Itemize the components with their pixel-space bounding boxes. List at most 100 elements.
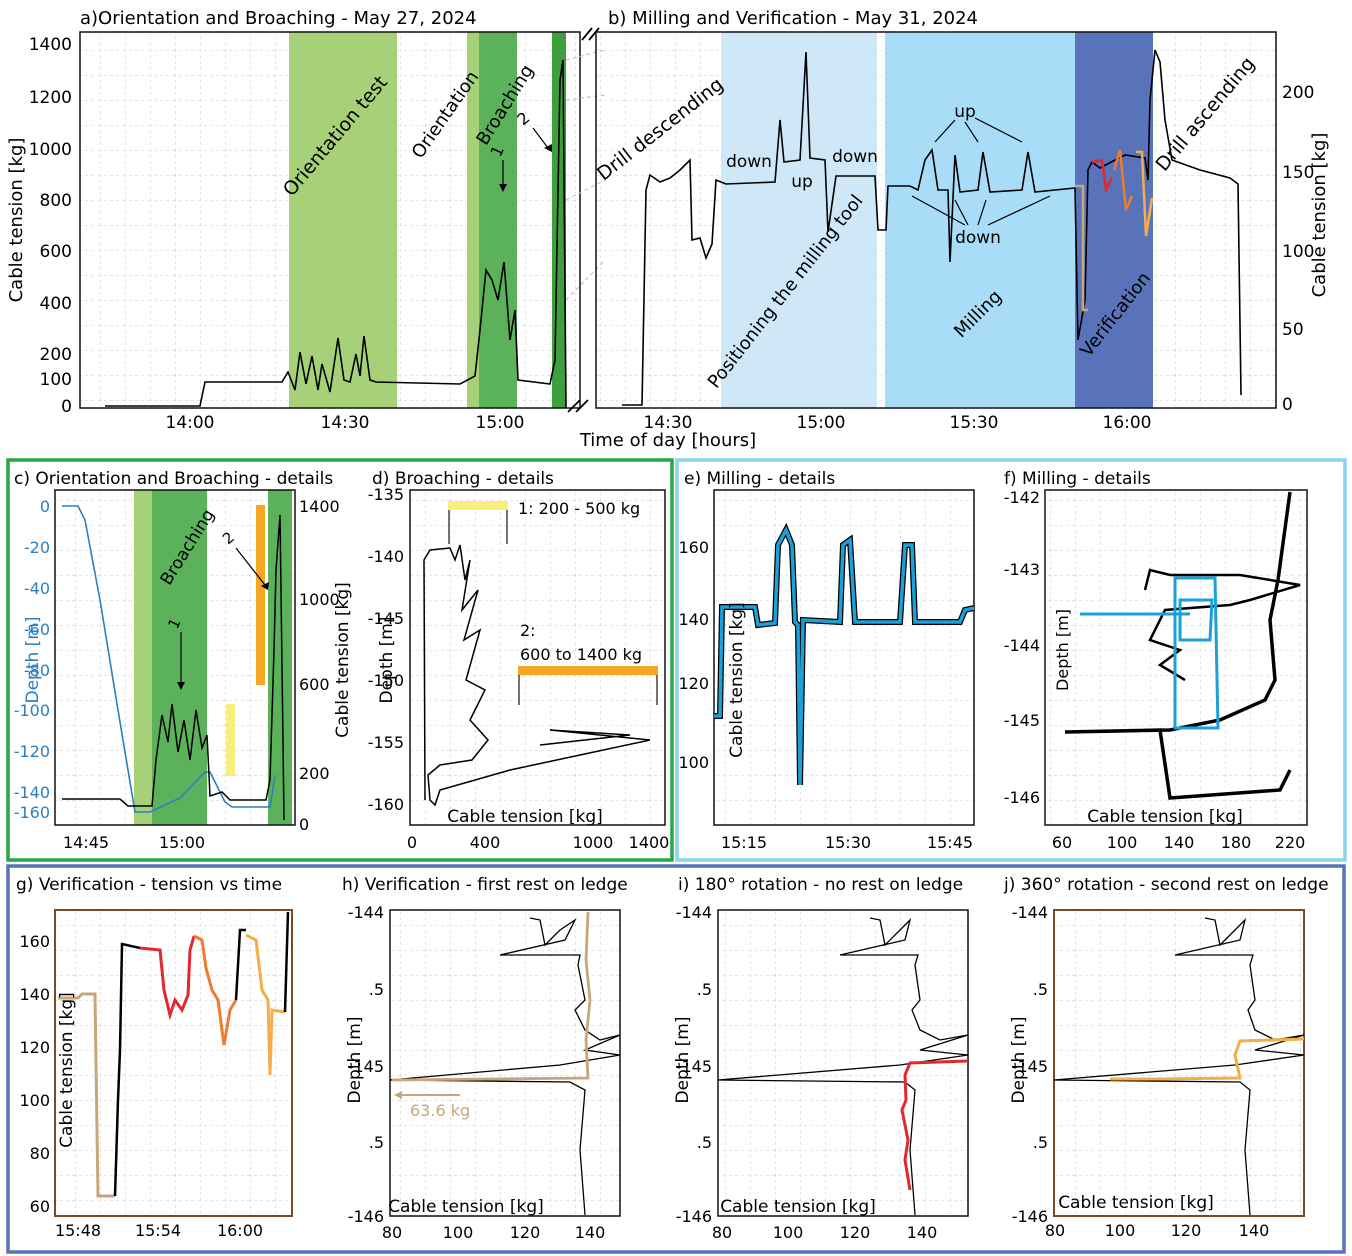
- h-ytick: -146: [348, 1207, 384, 1226]
- h-annot-63-6: 63.6 kg: [410, 1101, 470, 1120]
- c-ytick: -40: [24, 579, 50, 598]
- panel-h-ylabel: Depth [m]: [345, 1016, 365, 1103]
- j-trace-lightorange: [1110, 1037, 1305, 1081]
- j-xtick: 120: [1171, 1221, 1202, 1240]
- d-yellow-bar: [448, 501, 508, 510]
- panel-f-ylabel: Depth [m]: [1053, 609, 1072, 691]
- a-xtick: 15:00: [476, 413, 525, 433]
- h-ytick: -145: [348, 1057, 384, 1076]
- panel-f-xlabel: Cable tension [kg]: [1087, 807, 1243, 827]
- panel-g-frame: [54, 909, 293, 1217]
- e-ytick: 160: [678, 538, 709, 557]
- d-arrows: [448, 510, 658, 705]
- b-trace-red: [1091, 158, 1114, 195]
- panel-a-frame: [79, 31, 581, 409]
- f-ytick: -144: [1004, 636, 1040, 655]
- f-xtick: 60: [1052, 833, 1072, 852]
- c-y2tick: 200: [299, 764, 330, 783]
- i-ytick: -145: [676, 1057, 712, 1076]
- panel-d-grid: [410, 490, 665, 825]
- j-xtick: 80: [1045, 1221, 1065, 1240]
- b-ytick: 0: [1282, 395, 1293, 415]
- c-xtick: 14:45: [63, 833, 109, 852]
- b-ytick: 200: [1282, 83, 1314, 103]
- g-trace-lightorange: [245, 933, 286, 1076]
- panel-c-title: c) Orientation and Broaching - details: [14, 469, 333, 489]
- c-ytick: -100: [14, 701, 50, 720]
- annot-down-3: down: [955, 228, 1001, 248]
- g-trace-black: [113, 942, 141, 1197]
- b-xtick: 15:30: [950, 413, 999, 433]
- a-ytick: 0: [61, 397, 72, 417]
- b-trace-lightorange: [1136, 150, 1154, 237]
- h-ytick: .5: [369, 1133, 384, 1152]
- panel-h-xlabel: Cable tension [kg]: [388, 1197, 544, 1217]
- panel-a-ylabel: Cable tension [kg]: [6, 138, 27, 303]
- panel-b-ylabel: Cable tension [kg]: [1309, 133, 1330, 298]
- d-xtick: 0: [407, 833, 417, 852]
- panel-h-title: h) Verification - first rest on ledge: [342, 875, 628, 895]
- j-ytick: -144: [1012, 903, 1048, 922]
- band-broaching: [479, 32, 517, 408]
- panel-b: Cable tension [kg] 0 50 100 150 200 14:3…: [579, 8, 1330, 451]
- j-xtick: 100: [1105, 1221, 1136, 1240]
- g-ytick: 160: [19, 932, 50, 951]
- panel-b-frame: [595, 31, 1277, 409]
- j-ytick: .5: [1033, 1133, 1048, 1152]
- panel-c-frame: [54, 489, 296, 826]
- h-xtick: 140: [575, 1223, 606, 1242]
- d-ytick: -150: [368, 671, 404, 690]
- i-trace-red: [900, 1059, 969, 1191]
- panel-a-title: a)Orientation and Broaching - May 27, 20…: [80, 8, 477, 29]
- d-ytick: -155: [368, 733, 404, 752]
- f-trace-milling: [1080, 576, 1220, 730]
- panel-i-title: i) 180° rotation - no rest on ledge: [678, 875, 963, 895]
- axis-break: [567, 27, 600, 413]
- g-trace-tan: [58, 992, 115, 1198]
- c-arrow-1-head: [177, 682, 185, 690]
- g-trace-orange: [193, 934, 238, 1046]
- i-ytick: .5: [697, 1133, 712, 1152]
- d-annot-2: 2:: [520, 621, 536, 640]
- f-ytick: -143: [1004, 560, 1040, 579]
- panel-e: Cable tension [kg] 100 120 140 160 15:15…: [678, 469, 975, 852]
- e-trace-milling: [714, 525, 975, 786]
- i-ytick: .5: [697, 980, 712, 999]
- d-ytick: -160: [368, 795, 404, 814]
- panel-a-trace: [105, 59, 567, 409]
- e-xtick: 15:45: [927, 833, 973, 852]
- a-ytick: 1200: [29, 88, 72, 108]
- c-orange-bar: [256, 505, 265, 685]
- annot-down-1: down: [726, 152, 772, 172]
- c-ytick: -60: [24, 620, 50, 639]
- i-xtick: 80: [712, 1223, 732, 1242]
- e-ytick: 140: [678, 610, 709, 629]
- d-orange-bar: [518, 666, 658, 675]
- panel-b-title: b) Milling and Verification - May 31, 20…: [608, 8, 978, 29]
- panel-c-y2label: Cable tension [kg]: [333, 582, 353, 738]
- panel-b-xlabel: Time of day [hours]: [579, 430, 756, 451]
- arrow-2: [532, 127, 549, 149]
- c-ytick: -120: [14, 742, 50, 761]
- panel-d-frame: [409, 489, 666, 826]
- c-y2tick: 0: [299, 815, 309, 834]
- e-ytick: 100: [678, 753, 709, 772]
- panel-i-ylabel: Depth [m]: [673, 1016, 693, 1103]
- annot-up-1: up: [791, 172, 813, 192]
- panel-j-frame: [1053, 909, 1305, 1217]
- annot-up-2: up: [954, 102, 976, 122]
- c-ytick: 0: [40, 497, 50, 516]
- h-ytick: -144: [348, 903, 384, 922]
- j-xtick: 140: [1239, 1221, 1270, 1240]
- panel-j-title: j) 360° rotation - second rest on ledge: [1003, 875, 1329, 895]
- i-trace-black: [717, 917, 969, 1216]
- c-yellow-bar: [226, 704, 235, 776]
- f-xtick: 140: [1164, 833, 1195, 852]
- arrow-1-head: [499, 184, 507, 192]
- group-green-border: [6, 458, 674, 862]
- f-xtick: 220: [1275, 833, 1306, 852]
- panel-f-frame: [1044, 489, 1308, 826]
- b-xtick: 15:00: [797, 413, 846, 433]
- h-xtick: 80: [382, 1223, 402, 1242]
